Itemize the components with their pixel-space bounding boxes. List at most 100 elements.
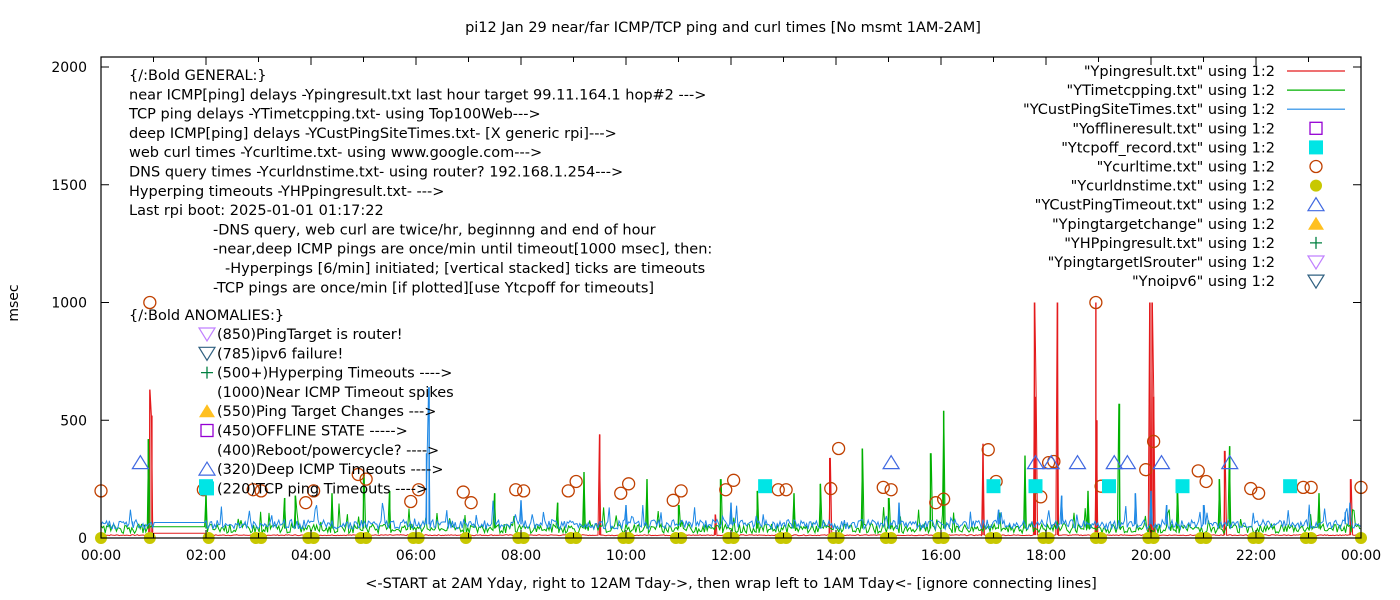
legend-label: "Ytcpoff_record.txt" using 1:2 — [1061, 140, 1275, 156]
curltime-point — [359, 472, 373, 486]
x-axis: 00:00 02:00 04:00 06:00 08:00 10:00 12:00 14:00… — [81, 57, 1381, 564]
curltime-point — [771, 483, 785, 497]
open-circle-icon — [1191, 464, 1205, 478]
legend-item: "Ypingtargetchange" using 1:2 — [1052, 216, 1324, 233]
curltime-point — [674, 484, 688, 498]
x-tick-label: 02:00 — [186, 548, 226, 564]
curltime-point — [299, 496, 313, 510]
chart-title: pi12 Jan 29 near/far ICMP/TCP ping and c… — [465, 20, 981, 36]
tcp-timeout-point — [1283, 479, 1298, 494]
anomaly-item: (850)PingTarget is router! — [197, 327, 403, 343]
legend-label: "Ypingtargetchange" using 1:2 — [1052, 217, 1275, 233]
curltime-point — [1251, 486, 1266, 500]
x-tick-label: 16:00 — [921, 548, 961, 564]
x-axis-label: <-START at 2AM Yday, right to 12AM Tday-… — [365, 576, 1097, 592]
x-tick-label: 00:00 — [81, 548, 121, 564]
triangle-up-icon — [1152, 454, 1171, 470]
legend-item: "Yofflineresult.txt" using 1:2 — [1072, 121, 1323, 137]
curltime-point — [306, 484, 321, 498]
y-tick-label: 1500 — [51, 178, 87, 194]
legend-label: "Ynoipv6" using 1:2 — [1132, 274, 1275, 290]
open-circle-icon — [719, 483, 733, 497]
open-circle-icon — [561, 484, 575, 498]
anomaly-label: (400)Reboot/powercycle? ----> — [217, 443, 439, 459]
open-circle-icon — [143, 295, 157, 310]
open-circle-icon — [1146, 434, 1161, 449]
open-circle-icon — [674, 484, 688, 498]
legend-marker — [1306, 196, 1326, 212]
curltime-point — [1296, 480, 1310, 495]
legend-marker — [1306, 274, 1326, 290]
open-circle-icon — [456, 485, 470, 499]
filled-square-icon — [1028, 479, 1043, 494]
triangle-up-icon — [1042, 454, 1061, 470]
filled-square-icon — [200, 481, 214, 496]
filled-square-icon — [1283, 479, 1298, 494]
anomaly-label: (450)OFFLINE STATE -----> — [217, 424, 408, 440]
curltime-point — [1146, 434, 1161, 449]
curltime-point — [516, 484, 531, 498]
open-square-icon — [200, 423, 214, 438]
anomaly-marker — [200, 481, 214, 496]
curltime-point — [143, 295, 157, 310]
open-circle-icon — [771, 483, 785, 497]
general-note-line: -DNS query, web curl are twice/hr, begin… — [213, 222, 656, 238]
anomaly-item: (400)Reboot/powercycle? ----> — [217, 443, 439, 459]
x-tick-label: 04:00 — [291, 548, 331, 564]
anomaly-label: (550)Ping Target Changes ---> — [217, 404, 436, 420]
legend-item: "Ycurltime.txt" using 1:2 — [1097, 159, 1323, 176]
anomaly-item: (450)OFFLINE STATE -----> — [200, 423, 408, 440]
deep-icmp-timeout-point — [1118, 454, 1137, 470]
curltime-point — [1089, 295, 1103, 310]
legend-marker — [1306, 255, 1326, 271]
anomaly-label: (850)PingTarget is router! — [217, 327, 403, 343]
legend-item: "Ytcpoff_record.txt" using 1:2 — [1061, 140, 1323, 156]
open-square-icon — [1309, 121, 1323, 135]
general-note-line: web curl times -Ycurltime.txt- using www… — [129, 145, 542, 161]
x-tick-label: 12:00 — [711, 548, 751, 564]
curltime-point — [884, 483, 898, 497]
x-tick-label: 06:00 — [396, 548, 436, 564]
open-circle-icon — [1199, 474, 1213, 489]
anomaly-marker — [199, 404, 215, 418]
curltime-point — [614, 486, 628, 500]
filled-square-icon — [758, 479, 773, 494]
open-circle-icon — [569, 474, 583, 489]
open-circle-icon — [306, 484, 321, 498]
open-circle-icon — [876, 480, 890, 495]
curltime-point — [464, 496, 478, 510]
tcp-timeout-point — [986, 479, 1001, 494]
legend-marker — [1309, 140, 1323, 155]
legend-label: "YpingtargetISrouter" using 1:2 — [1048, 255, 1275, 271]
curltime-point — [876, 480, 890, 495]
legend-label: "Ypingresult.txt" using 1:2 — [1084, 64, 1275, 80]
y-axis-label: msec — [6, 284, 22, 321]
open-circle-icon — [1309, 159, 1323, 174]
filled-square-icon — [1309, 140, 1323, 155]
triangle-up-icon — [1026, 454, 1045, 470]
anomaly-label: (320)Deep ICMP Timeouts ----> — [217, 462, 444, 478]
anomaly-item: (785)ipv6 failure! — [197, 346, 343, 362]
curltime-point — [779, 483, 793, 497]
series-ytimetcpping-txt — [100, 403, 1362, 535]
deep-icmp-timeout-point — [1220, 454, 1239, 470]
legend-label: "Ycurltime.txt" using 1:2 — [1097, 160, 1275, 176]
curltime-point — [1304, 480, 1318, 495]
open-circle-icon — [1304, 480, 1318, 495]
curltime-point — [1199, 474, 1213, 489]
curltime-point — [509, 483, 523, 497]
general-note-line: Last rpi boot: 2025-01-01 01:17:22 — [129, 203, 384, 219]
open-circle-icon — [824, 481, 838, 496]
open-circle-icon — [621, 477, 636, 491]
open-circle-icon — [246, 483, 260, 497]
triangle-up-icon — [197, 460, 217, 476]
legend-item: "YHPpingresult.txt" using 1:2 — [1064, 236, 1322, 252]
anomaly-label: (1000)Near ICMP Timeout spikes — [217, 385, 454, 401]
curltime-point — [404, 494, 418, 509]
general-note-line: TCP ping delays -YTimetcpping.txt- using… — [128, 107, 541, 123]
triangle-up-filled-icon — [199, 404, 215, 418]
x-tick-label: 10:00 — [606, 548, 646, 564]
curltime-point — [831, 441, 846, 456]
x-tick-label: 00:00 — [1341, 548, 1381, 564]
open-circle-icon — [981, 443, 995, 457]
